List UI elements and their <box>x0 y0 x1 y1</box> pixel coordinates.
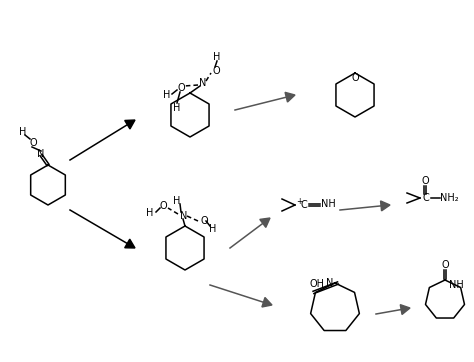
Text: H: H <box>146 208 154 218</box>
Polygon shape <box>260 218 270 227</box>
Text: H: H <box>213 52 221 62</box>
Text: N: N <box>199 78 207 88</box>
Text: O: O <box>351 73 359 83</box>
Text: H: H <box>173 103 181 113</box>
Text: N: N <box>180 211 188 221</box>
Text: O: O <box>177 83 185 93</box>
Polygon shape <box>381 201 390 211</box>
Text: H: H <box>164 90 171 100</box>
Text: O: O <box>441 260 449 270</box>
Text: O: O <box>421 176 429 186</box>
Text: OH: OH <box>310 279 325 289</box>
Text: H: H <box>19 127 27 137</box>
Text: H: H <box>210 224 217 234</box>
Text: NH: NH <box>449 279 464 290</box>
Text: C: C <box>423 193 429 203</box>
Text: O: O <box>200 216 208 226</box>
Polygon shape <box>400 305 410 315</box>
Polygon shape <box>125 239 135 248</box>
Text: O: O <box>212 66 220 76</box>
Text: N: N <box>37 149 45 159</box>
Text: O: O <box>159 201 167 211</box>
Text: H: H <box>173 196 181 206</box>
Text: N: N <box>326 278 334 288</box>
Text: C: C <box>301 200 307 210</box>
Polygon shape <box>262 298 272 307</box>
Text: NH: NH <box>320 199 336 209</box>
Polygon shape <box>285 92 295 102</box>
Polygon shape <box>125 120 135 129</box>
Text: +: + <box>296 197 302 206</box>
Text: NH₂: NH₂ <box>440 193 458 203</box>
Text: O: O <box>29 138 37 148</box>
